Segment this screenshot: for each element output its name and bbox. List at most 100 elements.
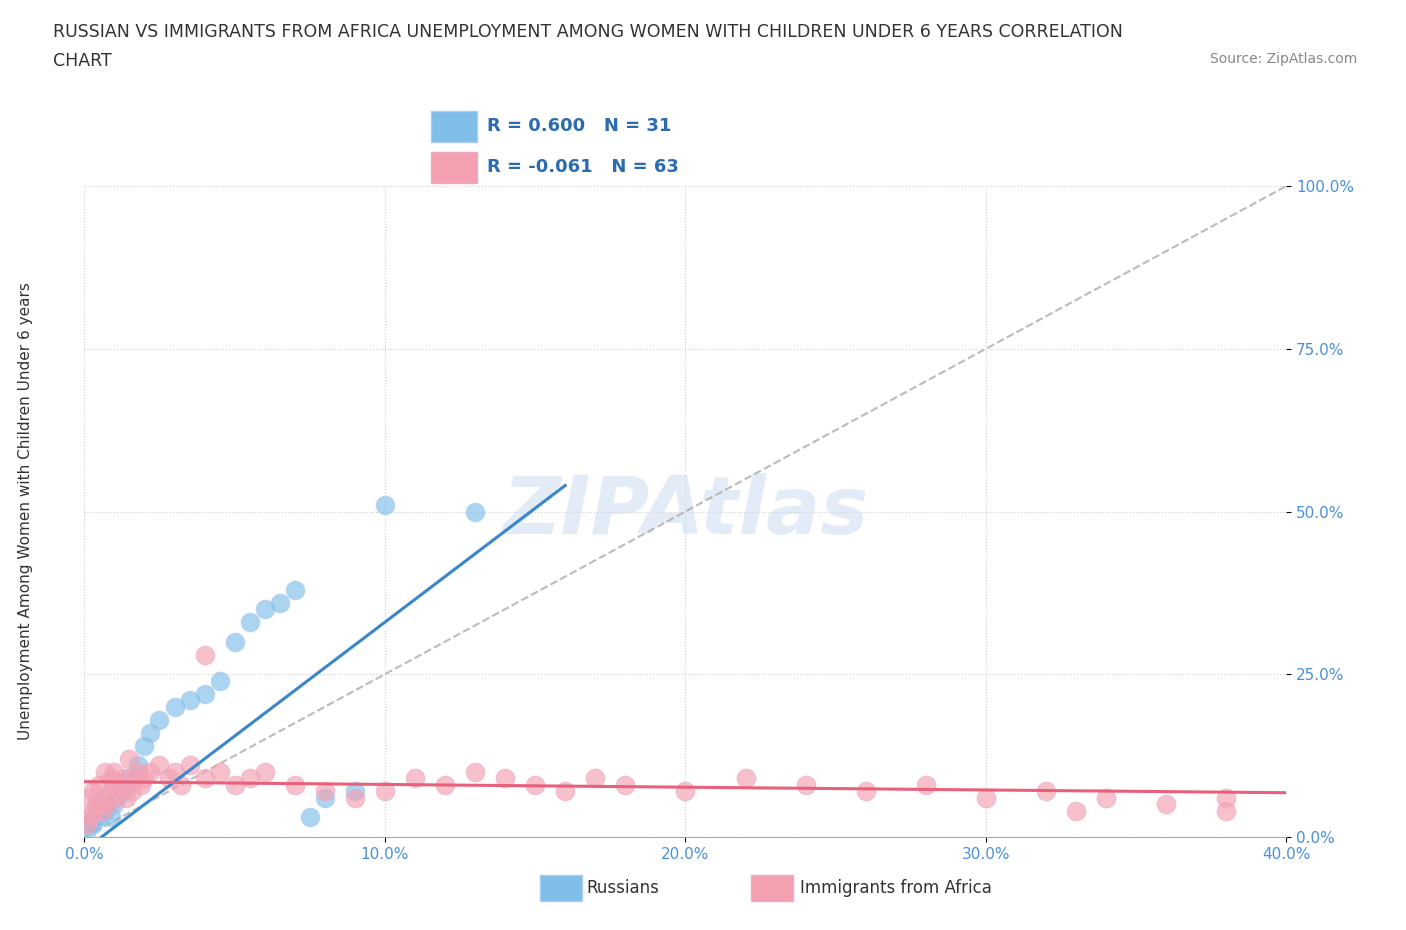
Point bbox=[614, 777, 637, 792]
Point bbox=[163, 764, 186, 779]
Point bbox=[179, 693, 201, 708]
Point bbox=[118, 777, 141, 792]
Text: CHART: CHART bbox=[53, 52, 112, 70]
Point bbox=[224, 634, 246, 649]
Point bbox=[269, 595, 291, 610]
Point bbox=[239, 771, 262, 786]
Point bbox=[79, 817, 101, 831]
Point bbox=[163, 699, 186, 714]
Point bbox=[915, 777, 938, 792]
Point bbox=[194, 647, 217, 662]
Point bbox=[794, 777, 817, 792]
Text: Unemployment Among Women with Children Under 6 years: Unemployment Among Women with Children U… bbox=[18, 283, 32, 740]
Point bbox=[103, 764, 125, 779]
Point bbox=[118, 751, 141, 766]
Point bbox=[374, 498, 396, 512]
Point bbox=[974, 790, 997, 805]
Point bbox=[675, 784, 697, 799]
Point bbox=[194, 771, 217, 786]
Point bbox=[76, 817, 98, 831]
Point bbox=[86, 810, 108, 825]
Point bbox=[103, 797, 125, 812]
Point bbox=[208, 673, 231, 688]
Point bbox=[79, 790, 101, 805]
Point bbox=[1064, 804, 1087, 818]
Point bbox=[89, 810, 111, 825]
Point bbox=[139, 764, 162, 779]
FancyBboxPatch shape bbox=[432, 112, 478, 142]
Point bbox=[148, 712, 170, 727]
Point bbox=[100, 784, 122, 799]
Point bbox=[253, 602, 276, 617]
Text: Immigrants from Africa: Immigrants from Africa bbox=[800, 879, 991, 897]
Point bbox=[314, 790, 336, 805]
Point bbox=[314, 784, 336, 799]
Text: Source: ZipAtlas.com: Source: ZipAtlas.com bbox=[1209, 52, 1357, 66]
Point bbox=[112, 771, 135, 786]
Point bbox=[1095, 790, 1118, 805]
Point bbox=[464, 504, 486, 519]
Point bbox=[134, 771, 156, 786]
Point bbox=[179, 758, 201, 773]
Point bbox=[253, 764, 276, 779]
Point bbox=[157, 771, 180, 786]
Point bbox=[343, 784, 366, 799]
Point bbox=[208, 764, 231, 779]
Point bbox=[121, 784, 143, 799]
Point bbox=[224, 777, 246, 792]
Point bbox=[194, 686, 217, 701]
Point bbox=[1035, 784, 1057, 799]
Point bbox=[97, 797, 120, 812]
Point bbox=[124, 771, 146, 786]
Point bbox=[464, 764, 486, 779]
Point bbox=[284, 582, 307, 597]
Point bbox=[107, 777, 129, 792]
Point bbox=[115, 790, 138, 805]
Point bbox=[100, 771, 122, 786]
Point bbox=[107, 790, 129, 805]
Point bbox=[82, 817, 104, 831]
Point bbox=[434, 777, 457, 792]
Point bbox=[89, 797, 111, 812]
Point bbox=[1215, 790, 1237, 805]
Point bbox=[94, 790, 117, 805]
Point bbox=[343, 790, 366, 805]
Point bbox=[148, 758, 170, 773]
Point bbox=[374, 784, 396, 799]
Point bbox=[1215, 804, 1237, 818]
Point bbox=[94, 764, 117, 779]
Point bbox=[89, 777, 111, 792]
Point bbox=[131, 777, 153, 792]
Point bbox=[239, 615, 262, 630]
Point bbox=[76, 823, 98, 838]
Point bbox=[94, 804, 117, 818]
Point bbox=[127, 764, 149, 779]
Point bbox=[97, 797, 120, 812]
Point bbox=[1156, 797, 1178, 812]
Text: R = -0.061   N = 63: R = -0.061 N = 63 bbox=[486, 158, 679, 176]
Text: Russians: Russians bbox=[586, 879, 659, 897]
Point bbox=[139, 725, 162, 740]
Point bbox=[734, 771, 756, 786]
Point bbox=[118, 771, 141, 786]
Point bbox=[82, 784, 104, 799]
Point bbox=[169, 777, 191, 792]
Point bbox=[86, 797, 108, 812]
Text: ZIPAtlas: ZIPAtlas bbox=[502, 472, 869, 551]
Point bbox=[91, 804, 114, 818]
Point bbox=[554, 784, 576, 799]
Point bbox=[100, 810, 122, 825]
Text: R = 0.600   N = 31: R = 0.600 N = 31 bbox=[486, 117, 671, 135]
FancyBboxPatch shape bbox=[432, 152, 478, 182]
Text: RUSSIAN VS IMMIGRANTS FROM AFRICA UNEMPLOYMENT AMONG WOMEN WITH CHILDREN UNDER 6: RUSSIAN VS IMMIGRANTS FROM AFRICA UNEMPL… bbox=[53, 23, 1123, 41]
Point bbox=[583, 771, 606, 786]
Point bbox=[110, 784, 132, 799]
Point bbox=[79, 810, 101, 825]
Point bbox=[855, 784, 877, 799]
Point bbox=[112, 784, 135, 799]
Point bbox=[298, 810, 321, 825]
Point bbox=[82, 804, 104, 818]
Point bbox=[404, 771, 426, 786]
Point bbox=[284, 777, 307, 792]
Point bbox=[524, 777, 547, 792]
